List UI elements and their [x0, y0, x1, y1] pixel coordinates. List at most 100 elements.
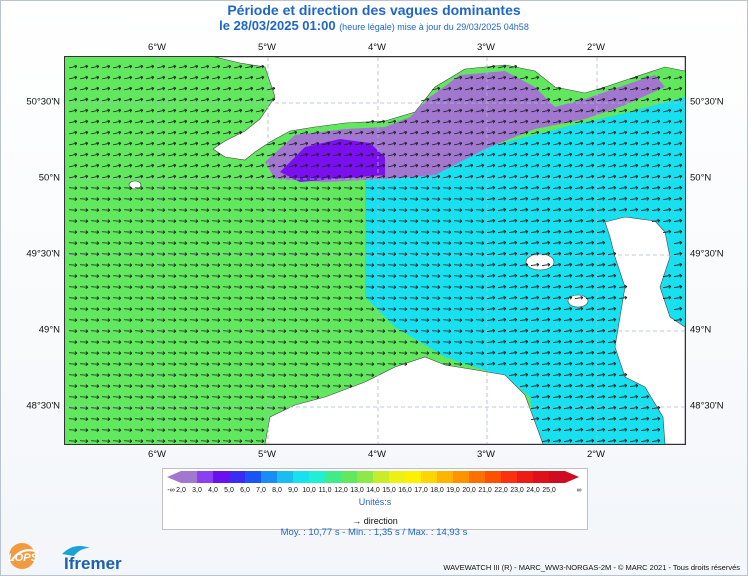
direction-arrow: [234, 130, 243, 135]
direction-arrow: [69, 86, 78, 91]
direction-arrow: [245, 64, 254, 69]
direction-arrow: [179, 86, 188, 91]
direction-arrow: [399, 130, 408, 135]
direction-arrow: [431, 208, 441, 213]
direction-arrow: [190, 97, 199, 102]
direction-arrow: [662, 196, 672, 201]
direction-arrow: [234, 64, 243, 69]
direction-arrow: [387, 219, 397, 224]
direction-arrow: [531, 141, 540, 146]
direction-arrow: [563, 207, 573, 212]
direction-arrow: [487, 163, 496, 168]
direction-arrow: [112, 197, 122, 202]
direction-arrow: [190, 64, 199, 69]
direction-arrow: [597, 152, 606, 157]
island-scilly: [128, 180, 142, 190]
direction-arrow: [531, 174, 540, 179]
direction-arrow: [101, 230, 111, 235]
direction-arrow: [179, 75, 188, 80]
direction-arrow: [201, 152, 210, 157]
direction-arrow: [178, 197, 188, 202]
direction-arrow: [300, 152, 309, 157]
direction-arrow: [498, 119, 507, 124]
direction-arrow: [311, 174, 320, 179]
direction-arrow: [354, 208, 364, 213]
direction-arrow: [453, 219, 463, 224]
direction-arrow: [113, 141, 122, 146]
lon-tick-top-2w: 2°W: [586, 42, 606, 53]
colorbar-swatch: [245, 471, 261, 483]
direction-arrow: [112, 208, 122, 213]
direction-arrow: [222, 230, 232, 235]
direction-arrow: [663, 97, 672, 102]
direction-arrow: [431, 219, 441, 224]
direction-arrow: [508, 218, 518, 223]
direction-arrow: [377, 174, 386, 179]
direction-arrow: [277, 186, 287, 191]
direction-arrow: [157, 97, 166, 102]
direction-arrow: [255, 219, 265, 224]
direction-arrow: [101, 186, 111, 191]
direction-arrow: [288, 186, 298, 191]
direction-arrow: [553, 174, 562, 179]
direction-arrow: [289, 130, 298, 135]
direction-arrow: [113, 97, 122, 102]
colorbar-swatch: [341, 471, 357, 483]
direction-arrow: [365, 197, 375, 202]
direction-arrow: [652, 152, 661, 157]
direction-arrow: [553, 97, 562, 102]
direction-arrow: [641, 152, 650, 157]
direction-arrow: [388, 163, 397, 168]
direction-arrow: [267, 152, 276, 157]
direction-arrow: [442, 186, 452, 191]
direction-arrow: [652, 174, 661, 179]
lon-tick-bottom-6w: 6°W: [147, 449, 167, 460]
direction-arrow: [618, 185, 628, 190]
direction-arrow: [376, 197, 386, 202]
colorbar-swatch: [229, 471, 245, 483]
direction-arrow: [575, 108, 584, 113]
direction-arrow: [531, 108, 540, 113]
direction-arrow: [520, 152, 529, 157]
direction-arrow: [508, 196, 518, 201]
direction-arrow: [641, 75, 650, 80]
direction-arrow: [542, 152, 551, 157]
direction-arrow: [410, 152, 419, 157]
direction-arrow: [211, 230, 221, 235]
colorbar-tick-label: 10,0: [302, 487, 316, 494]
direction-arrow: [564, 163, 573, 168]
direction-arrow: [619, 141, 628, 146]
direction-arrow: [255, 230, 265, 235]
colorbar-swatch: [357, 471, 373, 483]
direction-arrow: [421, 141, 430, 146]
direction-arrow: [586, 130, 595, 135]
colorbar-swatch: [181, 471, 197, 483]
direction-arrow: [520, 141, 529, 146]
direction-arrow: [487, 130, 496, 135]
direction-arrow: [289, 174, 298, 179]
direction-arrow: [179, 130, 188, 135]
direction-arrow: [223, 163, 232, 168]
direction-arrow: [223, 119, 232, 124]
direction-arrow: [498, 64, 507, 69]
direction-arrow: [179, 119, 188, 124]
wave-period-map[interactable]: [64, 56, 686, 445]
direction-arrow: [563, 196, 573, 201]
direction-arrow: [399, 174, 408, 179]
colorbar-swatch: [277, 471, 293, 483]
direction-arrow: [663, 152, 672, 157]
direction-arrow: [409, 197, 419, 202]
direction-arrow: [322, 141, 331, 146]
direction-arrow: [178, 219, 188, 224]
direction-arrow: [377, 141, 386, 146]
direction-arrow: [69, 97, 78, 102]
direction-arrow: [377, 163, 386, 168]
direction-arrow: [662, 218, 672, 223]
direction-arrow: [607, 207, 617, 212]
direction-arrow: [90, 197, 100, 202]
direction-arrow: [178, 208, 188, 213]
direction-arrow: [123, 230, 133, 235]
direction-arrow: [222, 219, 232, 224]
direction-arrows: [68, 64, 683, 444]
direction-arrow: [190, 130, 199, 135]
